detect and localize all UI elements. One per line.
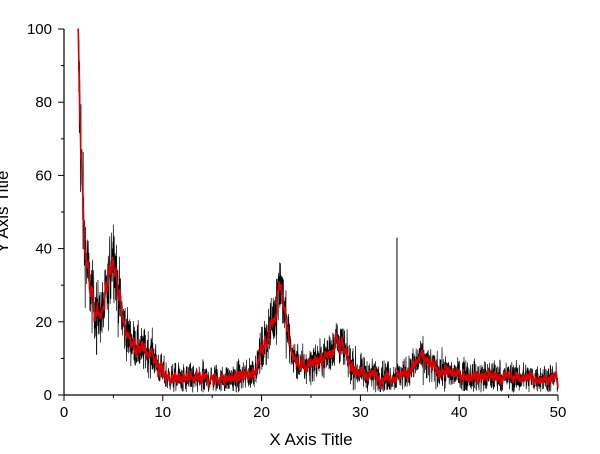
raw-signal-series bbox=[77, 28, 559, 393]
y-tick-label: 20 bbox=[35, 314, 52, 331]
y-tick-label: 100 bbox=[27, 21, 52, 38]
y-tick-label: 60 bbox=[35, 167, 52, 184]
y-tick-label: 0 bbox=[44, 387, 52, 404]
raw-signal-line bbox=[77, 28, 559, 393]
axis-ticks: 0 10 20 30 40 50 0 20 40 60 80 100 bbox=[27, 21, 566, 421]
x-tick-label: 20 bbox=[253, 404, 270, 421]
smoothed-signal-line bbox=[77, 28, 559, 389]
y-tick-label: 40 bbox=[35, 241, 52, 258]
x-tick-label: 10 bbox=[154, 404, 171, 421]
y-axis-title: Y Axis Title bbox=[0, 171, 12, 254]
x-tick-label: 0 bbox=[60, 404, 68, 421]
x-tick-label: 40 bbox=[451, 404, 468, 421]
x-tick-label: 30 bbox=[352, 404, 369, 421]
x-axis-title: X Axis Title bbox=[269, 430, 352, 449]
y-tick-label: 80 bbox=[35, 94, 52, 111]
x-tick-label: 50 bbox=[550, 404, 567, 421]
smoothed-signal-series bbox=[77, 28, 559, 389]
